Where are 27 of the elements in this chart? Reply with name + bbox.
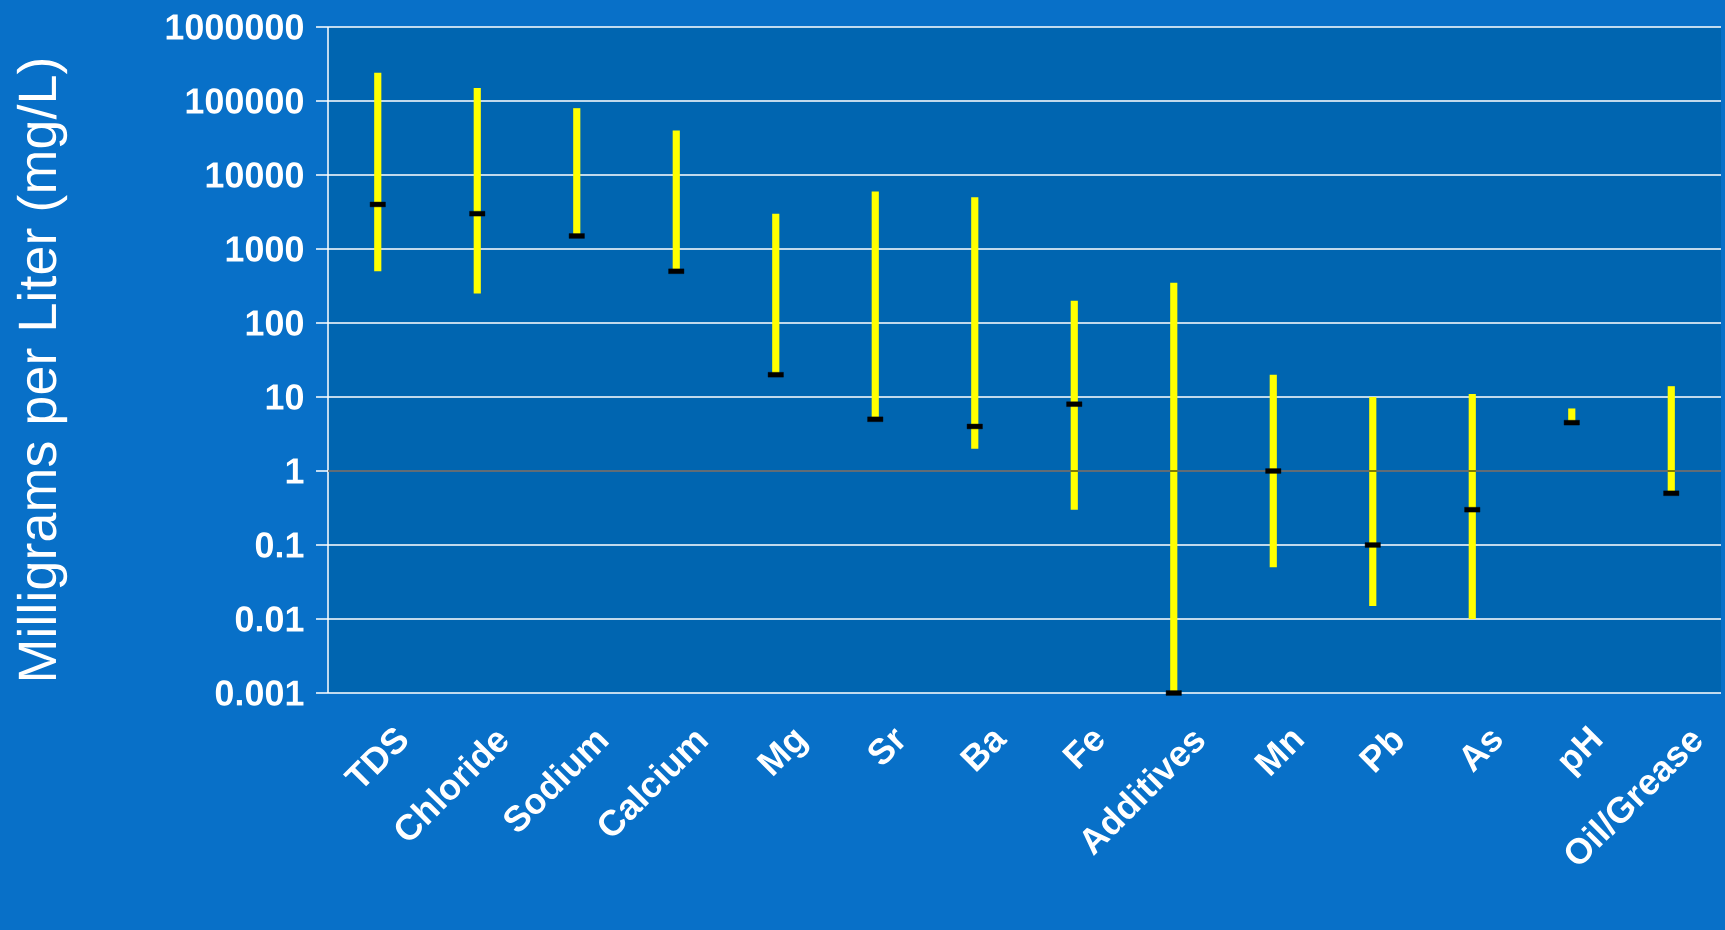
x-tick-label: Ba	[959, 731, 1008, 772]
y-tick-label: 0.1	[255, 532, 304, 558]
y-tick-label: 1000000	[166, 14, 303, 40]
y-tick-label: 0.001	[215, 680, 304, 706]
y-tick-label: 1	[286, 458, 304, 484]
y-tick-label: 10	[266, 384, 304, 410]
y-tick-label: 100	[246, 310, 303, 336]
x-tick-label: As	[1462, 731, 1502, 774]
x-tick-label: Sr	[868, 728, 904, 765]
y-axis-title: Milligrams per Liter (mg/L)	[16, 59, 68, 680]
y-tick-label: 10000	[206, 162, 303, 188]
bar	[772, 213, 780, 375]
bar	[374, 72, 382, 272]
y-tick-label: 0.01	[235, 606, 304, 632]
bar	[1269, 374, 1277, 568]
y-tick-label: 100000	[186, 88, 303, 114]
x-tick-label: Pb	[1358, 732, 1403, 773]
bar	[1468, 393, 1476, 619]
bar	[573, 108, 581, 236]
bar	[1170, 282, 1178, 693]
bar	[1369, 397, 1377, 606]
bar	[473, 87, 481, 294]
x-tick-label: Mn	[1253, 731, 1305, 777]
bar	[1070, 300, 1078, 510]
y-tick-label: 1000	[226, 236, 303, 262]
x-tick-label: Mg	[756, 729, 810, 777]
bar	[971, 197, 979, 449]
